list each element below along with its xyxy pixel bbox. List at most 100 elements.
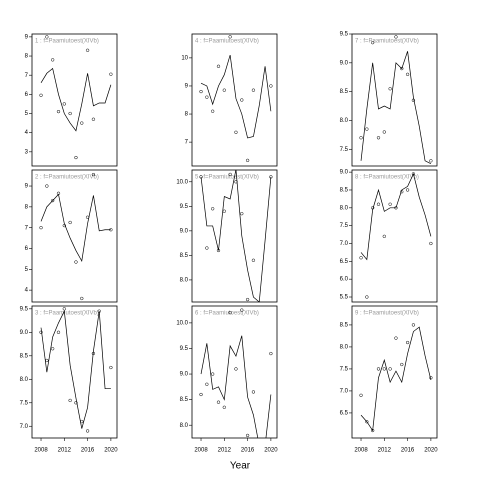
- y-tick-label: 9.5: [180, 204, 189, 210]
- panel: 2 : f=Paamiutoest(XIVb): [35, 172, 113, 301]
- point: [405, 340, 410, 345]
- point: [376, 136, 381, 140]
- point: [429, 159, 433, 163]
- x-tick-label: 2008: [34, 448, 48, 454]
- panel: 9 : f=Paamiutoest(XIVb): [355, 311, 433, 433]
- y-tick-label: 7.0: [20, 424, 29, 430]
- panel-title: 7 : f=Paamiutoest(XIVb): [355, 39, 419, 45]
- point: [359, 393, 363, 397]
- panel-border: [31, 33, 118, 167]
- y-tick-label: 8.0: [340, 344, 349, 350]
- point: [51, 347, 55, 351]
- point: [74, 401, 78, 405]
- point: [394, 35, 398, 39]
- panel: 4 : f=Paamiutoest(XIVb): [195, 35, 273, 163]
- point: [51, 58, 55, 62]
- point: [388, 367, 392, 371]
- point: [68, 220, 72, 225]
- y-tick-label: 6: [25, 246, 29, 252]
- point: [199, 392, 203, 397]
- point: [74, 260, 78, 264]
- point: [269, 351, 273, 356]
- x-tick-label: 2008: [194, 448, 208, 454]
- x-tick-label: 2016: [401, 448, 415, 454]
- x-tick-label: 2016: [81, 448, 95, 454]
- y-tick-label: 3: [25, 149, 29, 155]
- point: [234, 130, 238, 134]
- point: [85, 429, 90, 433]
- point: [411, 172, 416, 176]
- fit-line: [360, 51, 432, 165]
- panel-border: [31, 305, 118, 439]
- point: [240, 212, 244, 216]
- point: [91, 351, 96, 356]
- y-tick-label: 8.5: [340, 188, 349, 194]
- fit-line: [360, 326, 432, 432]
- point: [216, 400, 221, 404]
- point: [234, 367, 238, 371]
- point: [74, 155, 78, 160]
- x-tick-label: 2020: [104, 448, 118, 454]
- point: [371, 206, 375, 210]
- point: [400, 190, 404, 194]
- point: [429, 376, 433, 380]
- point: [269, 175, 273, 179]
- point: [240, 308, 244, 312]
- point: [251, 390, 256, 394]
- y-tick-label: 8: [25, 204, 29, 210]
- y-tick-label: 5: [25, 267, 29, 273]
- y-tick-label: 7.5: [340, 147, 349, 153]
- point: [80, 419, 84, 424]
- panel-title: 3 : f=Paamiutoest(XIVb): [35, 311, 99, 317]
- fit-line: [200, 54, 272, 139]
- point: [251, 88, 256, 92]
- y-tick-label: 7: [25, 225, 29, 231]
- point: [382, 234, 386, 239]
- panel-border: [191, 33, 278, 167]
- point: [45, 184, 49, 188]
- panel: 5 : f=Paamiutoest(XIVb): [195, 170, 273, 302]
- point: [62, 223, 66, 228]
- point: [245, 433, 250, 438]
- panel-border: [351, 305, 438, 439]
- point: [388, 87, 392, 91]
- point: [388, 202, 392, 206]
- y-tick-label: 9.0: [340, 170, 349, 176]
- point: [211, 207, 215, 211]
- y-tick-label: 8.0: [20, 377, 29, 383]
- point: [85, 215, 90, 219]
- fit-line: [40, 193, 111, 263]
- point: [400, 66, 404, 71]
- x-tick-label: 2020: [424, 448, 438, 454]
- point: [80, 296, 84, 301]
- y-tick-label: 8.5: [180, 397, 189, 403]
- point: [245, 158, 250, 163]
- y-tick-label: 7.5: [20, 400, 29, 406]
- panel-border: [31, 169, 118, 303]
- point: [97, 309, 101, 313]
- y-tick-label: 9.0: [180, 372, 189, 378]
- point: [109, 228, 113, 232]
- point: [39, 93, 43, 97]
- y-tick-label: 7.5: [340, 366, 349, 372]
- panel-title: 9 : f=Paamiutoest(XIVb): [355, 311, 419, 317]
- point: [371, 40, 375, 45]
- point: [359, 136, 363, 140]
- y-tick-label: 5.5: [340, 295, 349, 301]
- point: [68, 398, 72, 403]
- point: [359, 256, 363, 260]
- point: [68, 111, 72, 116]
- y-tick-label: 8.0: [340, 118, 349, 124]
- point: [394, 206, 398, 210]
- point: [45, 358, 49, 363]
- point: [205, 246, 209, 250]
- point: [39, 330, 43, 334]
- panel: 1 : f=Paamiutoest(XIVb): [35, 35, 113, 160]
- fit-line: [360, 172, 432, 261]
- point: [382, 367, 386, 371]
- point: [85, 48, 90, 52]
- point: [245, 297, 250, 302]
- panel-title: 5 : f=Paamiutoest(XIVb): [195, 175, 259, 181]
- point: [222, 405, 226, 409]
